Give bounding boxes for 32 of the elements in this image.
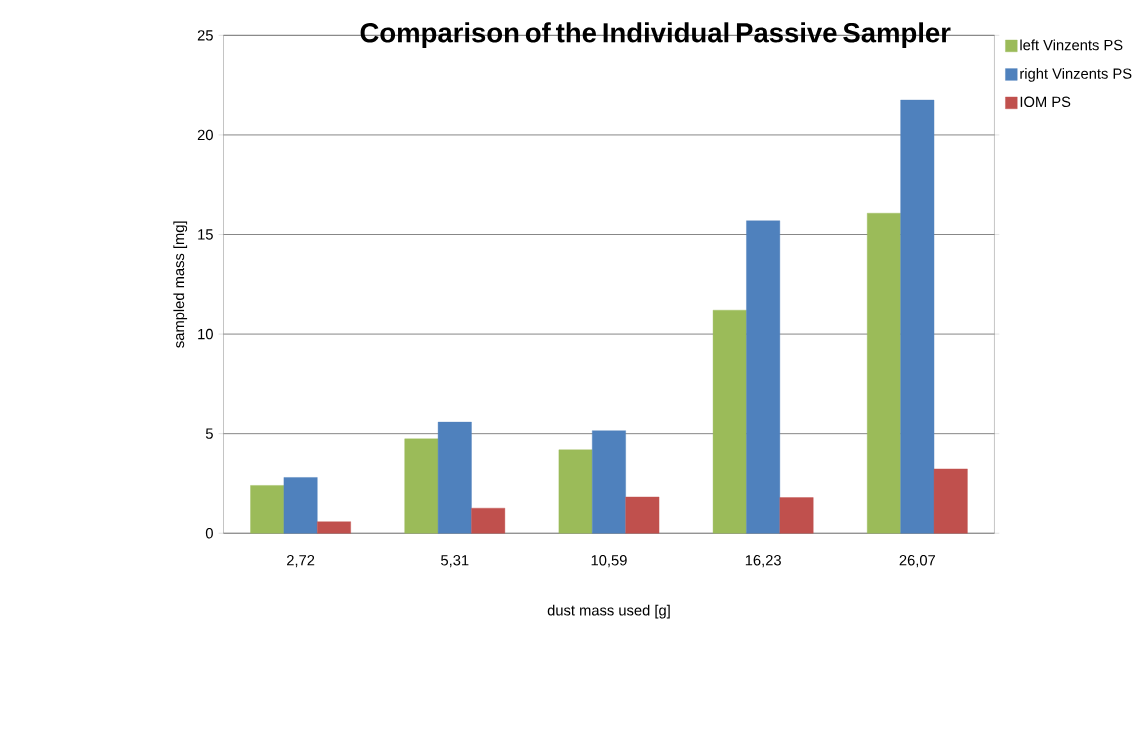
y-axis-title: sampled mass [mg]: [173, 221, 188, 348]
bar: [867, 212, 901, 534]
legend-label: left Vinzents PS: [1020, 39, 1123, 51]
bar: [250, 485, 285, 534]
x-tick-label: 2,72: [287, 554, 315, 568]
y-tick-label: 15: [198, 229, 213, 240]
chart-title: Comparison of the Individual Passive Sampler: [360, 22, 951, 48]
bar: [558, 449, 593, 534]
bar: [283, 477, 318, 534]
x-axis-title: dust mass used [g]: [547, 604, 670, 619]
bar: [933, 468, 968, 534]
y-tick-label: 20: [197, 129, 213, 140]
y-tick-label: 25: [197, 29, 213, 41]
bar: [471, 507, 506, 534]
y-tick-label: 0: [205, 527, 213, 539]
bar: [404, 438, 439, 534]
bar: [437, 421, 472, 534]
legend-label: right Vinzents PS: [1020, 67, 1132, 82]
bar: [625, 496, 660, 534]
x-tick-label: 16,23: [745, 554, 781, 568]
bar: [746, 220, 781, 534]
x-tick-label: 5,31: [441, 554, 469, 568]
legend-label: IOM PS: [1020, 96, 1071, 107]
bar: [712, 309, 747, 534]
bar: [900, 99, 935, 534]
y-tick-label: 10: [198, 328, 213, 340]
bar: [317, 521, 351, 534]
y-tick-label: 5: [205, 428, 213, 439]
x-tick-label: 26,07: [899, 554, 936, 568]
bar: [592, 430, 626, 534]
bar: [779, 497, 814, 534]
x-tick-label: 10,59: [591, 554, 627, 568]
